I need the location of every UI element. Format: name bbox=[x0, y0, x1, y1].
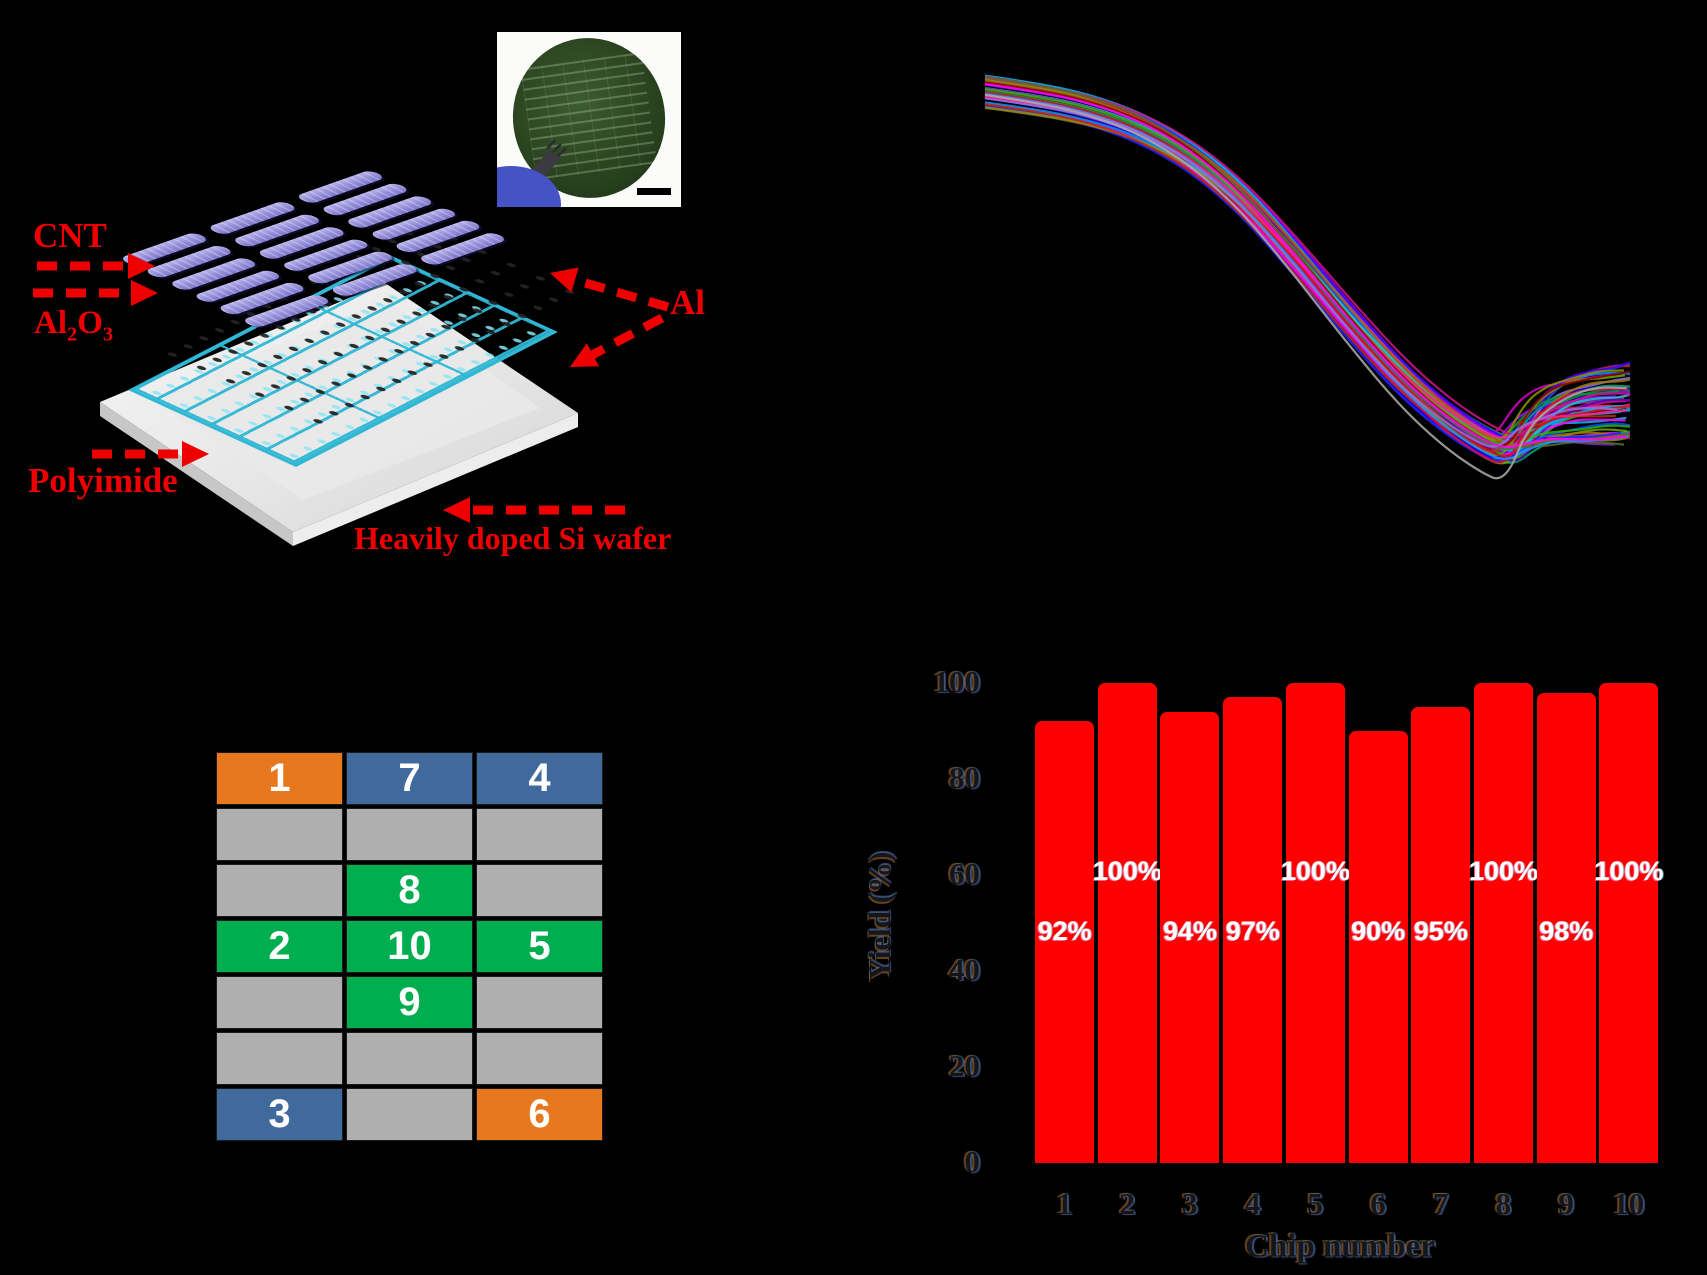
chip-cell bbox=[216, 1032, 343, 1085]
al2o3-al: Al bbox=[34, 305, 67, 341]
al2o3-sub2: 2 bbox=[67, 323, 78, 346]
x-tick-label: 3 bbox=[1182, 1186, 1198, 1221]
x-tick-label: 2 bbox=[1119, 1186, 1135, 1221]
wafer-photo-inset bbox=[497, 32, 681, 207]
chip-cell: 1 bbox=[216, 752, 343, 805]
chip-cell bbox=[216, 864, 343, 917]
cnt-label: CNT bbox=[33, 216, 107, 255]
yield-bar bbox=[1536, 692, 1596, 1163]
yield-bar bbox=[1035, 721, 1094, 1163]
annotation-arrows bbox=[33, 253, 670, 523]
y-tick-label: 100 bbox=[933, 664, 981, 699]
x-tick-label: 7 bbox=[1432, 1186, 1449, 1221]
transfer-curve bbox=[984, 76, 1631, 436]
bar-value-label: 100% bbox=[1280, 856, 1350, 886]
bar-value-label: 100% bbox=[1594, 856, 1664, 886]
al-top-arrowhead bbox=[550, 267, 579, 293]
chip-axis-title: Chip number bbox=[1245, 1228, 1435, 1265]
chip-cell bbox=[346, 1032, 473, 1085]
chip-cell bbox=[476, 976, 603, 1029]
chip-cell: 10 bbox=[346, 920, 473, 973]
transfer-curve bbox=[984, 93, 1618, 448]
cnt-arrowhead bbox=[128, 253, 155, 279]
al-bottom-arrow bbox=[589, 314, 665, 359]
chip-cell bbox=[216, 808, 343, 861]
x-tick-label: 9 bbox=[1558, 1186, 1574, 1221]
chip-cell: 2 bbox=[216, 920, 343, 973]
bar-value-label: 90% bbox=[1350, 916, 1406, 946]
chip-cell: 3 bbox=[216, 1088, 343, 1141]
yield-bar bbox=[1348, 731, 1408, 1163]
al2o3-arrowhead bbox=[131, 280, 158, 306]
y-tick-label: 20 bbox=[949, 1048, 980, 1083]
y-tick-label: 60 bbox=[949, 856, 980, 891]
al2o3-sub3: 3 bbox=[102, 323, 114, 346]
transfer-curve bbox=[984, 81, 1631, 447]
bar-value-label: 97% bbox=[1225, 916, 1280, 946]
wafer-right-side bbox=[293, 413, 578, 546]
al2o3-label: Al2O3 bbox=[34, 305, 113, 347]
glove-icon bbox=[497, 166, 561, 207]
al-top-arrow bbox=[573, 275, 670, 312]
yield-bar bbox=[1285, 683, 1345, 1163]
transfer-curve bbox=[984, 83, 1627, 448]
x-tick-label: 6 bbox=[1370, 1186, 1386, 1221]
y-tick-label: 80 bbox=[949, 760, 980, 795]
chip-cell: 6 bbox=[476, 1088, 603, 1141]
bar-value-label: 98% bbox=[1539, 916, 1594, 946]
chip-cell bbox=[476, 808, 603, 861]
tweezers-and-glove bbox=[497, 139, 567, 207]
si-wafer-arrowhead bbox=[443, 497, 470, 523]
chip-cell bbox=[476, 1032, 603, 1085]
chip-cell: 9 bbox=[346, 976, 473, 1029]
bar-value-label: 100% bbox=[1092, 856, 1162, 886]
y-tick-label: 0 bbox=[964, 1144, 981, 1179]
polyimide-label: Polyimide bbox=[28, 461, 178, 500]
bar-value-label: 100% bbox=[1468, 856, 1538, 886]
x-tick-label: 1 bbox=[1056, 1186, 1073, 1221]
transfer-curve bbox=[984, 103, 1616, 452]
x-tick-label: 4 bbox=[1244, 1186, 1261, 1221]
x-tick-label: 10 bbox=[1613, 1186, 1645, 1221]
chip-cell: 7 bbox=[346, 752, 473, 805]
device-schematic-panel: CNT Al2O3 Al Polyimide Heavily doped Si … bbox=[0, 0, 760, 580]
al-bottom-arrowhead bbox=[570, 343, 599, 367]
scale-bar bbox=[637, 188, 671, 195]
yield-bar bbox=[1097, 683, 1157, 1163]
chip-cell bbox=[216, 976, 343, 1029]
chip-cell: 5 bbox=[476, 920, 603, 973]
chip-cell bbox=[476, 864, 603, 917]
yield-bar bbox=[1160, 711, 1220, 1163]
chip-map-grid: 1 7 4 8 2 10 5 9 3 6 bbox=[216, 752, 603, 1141]
al-label: Al bbox=[670, 283, 705, 322]
bar-value-label: 92% bbox=[1037, 916, 1092, 946]
transfer-curves-svg bbox=[984, 74, 1631, 480]
yield-bar bbox=[1223, 697, 1283, 1163]
x-tick-label: 5 bbox=[1307, 1186, 1324, 1221]
yield-bar bbox=[1599, 683, 1659, 1163]
wafer-left-side bbox=[100, 402, 293, 546]
x-tick-label: 8 bbox=[1495, 1186, 1512, 1221]
yield-bar bbox=[1411, 707, 1471, 1163]
chip-cell: 4 bbox=[476, 752, 603, 805]
chip-cell bbox=[346, 1088, 473, 1141]
bar-value-label: 95% bbox=[1413, 916, 1468, 946]
al2o3-o: O bbox=[77, 305, 103, 341]
transfer-curve bbox=[984, 91, 1631, 458]
y-tick-label: 40 bbox=[949, 952, 980, 987]
si-wafer-label: Heavily doped Si wafer bbox=[354, 520, 672, 556]
polyimide-arrowhead bbox=[182, 441, 209, 467]
transfer-curve bbox=[984, 93, 1627, 480]
chip-cell: 8 bbox=[346, 864, 473, 917]
bar-value-label: 94% bbox=[1162, 916, 1217, 946]
chip-cell bbox=[346, 808, 473, 861]
yield-bar bbox=[1473, 683, 1533, 1163]
